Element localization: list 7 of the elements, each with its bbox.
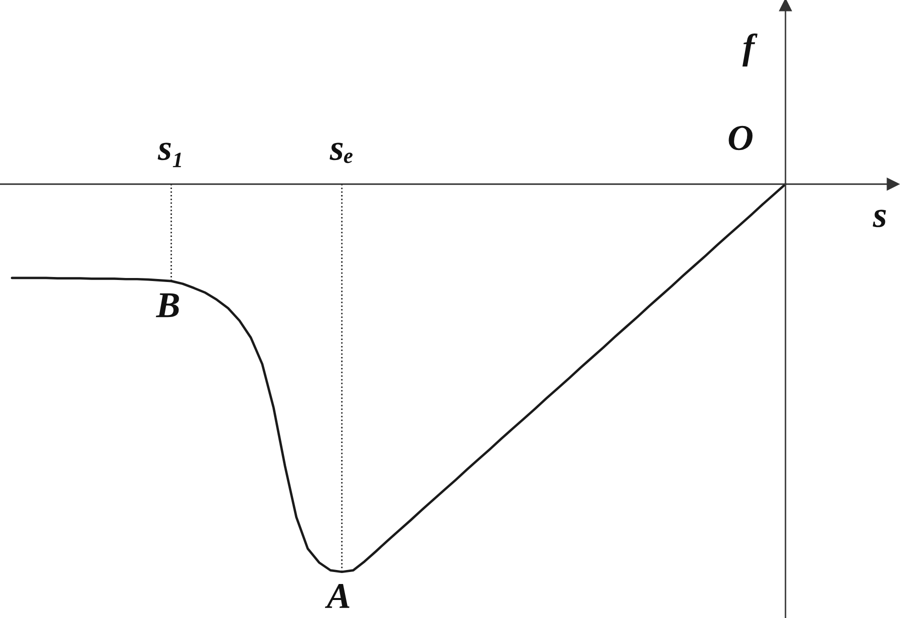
annotation: B: [156, 293, 179, 318]
x-tick-label: s₁: [158, 142, 181, 168]
x-tick-label: sₑ: [330, 142, 353, 164]
annotation: A: [324, 584, 350, 608]
x-axis-title: s: [872, 210, 886, 228]
text: O: [728, 126, 752, 150]
y-axis-title: f: [742, 33, 758, 67]
